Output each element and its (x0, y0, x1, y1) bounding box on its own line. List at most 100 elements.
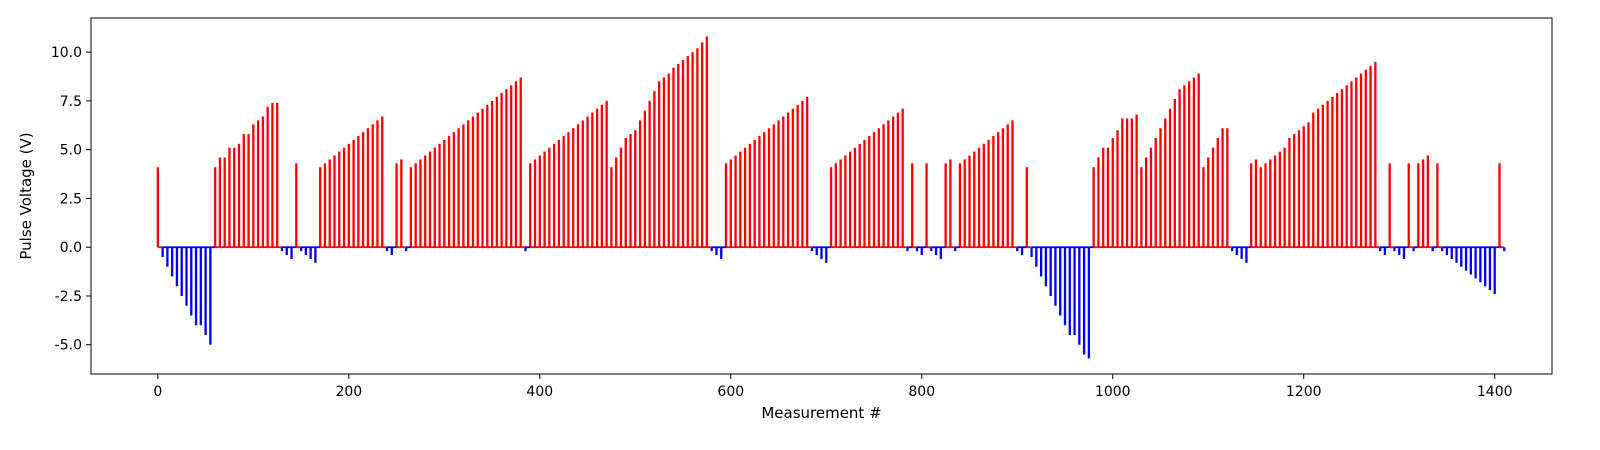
bar (1493, 247, 1496, 295)
bar (567, 132, 570, 248)
bar (930, 247, 933, 252)
bar (1288, 137, 1291, 248)
bar (1498, 163, 1501, 248)
bar (576, 124, 580, 248)
bar (280, 247, 284, 252)
bar (438, 143, 441, 248)
bar (1140, 167, 1143, 248)
bar (891, 116, 895, 248)
bar (963, 159, 966, 248)
bar (786, 112, 790, 248)
bar (662, 77, 666, 248)
bar (1378, 247, 1382, 252)
bar (1235, 247, 1239, 256)
bar (1326, 100, 1329, 248)
bar (543, 151, 546, 248)
bar (977, 147, 981, 248)
bar (605, 100, 608, 248)
bar (548, 147, 551, 248)
bar (519, 77, 522, 248)
bar (1283, 147, 1286, 248)
bar (653, 91, 656, 248)
bar (1364, 69, 1367, 248)
bar (1421, 159, 1425, 248)
bar (1307, 122, 1310, 248)
bar (524, 247, 527, 252)
bar (1464, 247, 1468, 271)
bar (385, 247, 389, 252)
bar (242, 134, 245, 248)
x-tick-label: 1400 (1477, 384, 1513, 400)
bar (1374, 61, 1377, 248)
bar (1216, 137, 1219, 248)
bar (338, 151, 341, 248)
bar (1488, 247, 1492, 291)
bar (806, 97, 809, 248)
bar (734, 155, 737, 248)
bar (954, 247, 957, 252)
bar (849, 151, 852, 248)
bar (347, 143, 350, 248)
bar (1020, 247, 1024, 256)
bar (1321, 104, 1324, 248)
bar (1039, 247, 1043, 277)
bar (791, 108, 794, 248)
bar (1116, 130, 1119, 248)
bar (619, 147, 623, 248)
bar (290, 247, 293, 259)
bar (562, 136, 565, 248)
bar (634, 130, 637, 248)
bar (319, 167, 322, 248)
bar (696, 48, 699, 248)
bar (1125, 118, 1129, 248)
bar (1250, 163, 1253, 248)
bar (228, 147, 231, 248)
bar (1030, 247, 1033, 257)
bar (672, 67, 675, 248)
bar (724, 163, 728, 248)
bar (495, 97, 498, 248)
bar (572, 128, 575, 248)
bar (1273, 155, 1277, 248)
bar (729, 159, 732, 248)
bar (481, 108, 484, 248)
bar (1078, 247, 1081, 345)
bar (1312, 112, 1315, 248)
y-axis: -5.0 -2.5 0.0 2.5 5.0 7.5 10.0 (51, 45, 91, 354)
bar (1293, 134, 1296, 248)
bar (853, 147, 857, 248)
bar (1254, 159, 1258, 248)
y-tick-label: 5.0 (60, 143, 82, 159)
bar (1474, 247, 1477, 279)
bar (1068, 247, 1071, 335)
bar (1450, 247, 1453, 259)
plot-frame (90, 17, 1553, 375)
bar (1369, 65, 1372, 248)
bar (1278, 151, 1281, 248)
bar (557, 139, 561, 248)
bar (538, 155, 541, 248)
bar (681, 59, 685, 248)
bar (1259, 167, 1262, 248)
bar (758, 136, 761, 248)
bar (624, 137, 627, 248)
bar (404, 247, 408, 252)
bar (911, 163, 914, 248)
bar (362, 132, 365, 248)
bar (896, 112, 900, 248)
bar (1054, 247, 1057, 306)
bar (1192, 77, 1196, 248)
bar (1359, 73, 1363, 248)
bar (452, 132, 456, 248)
bar (667, 73, 670, 248)
bar (591, 112, 594, 248)
bar (476, 112, 479, 248)
bar (958, 163, 962, 248)
bar (180, 247, 183, 296)
bar (529, 163, 532, 248)
bar (901, 108, 904, 248)
bar (1221, 128, 1224, 248)
bar (858, 143, 861, 248)
x-tick-label: 1000 (1095, 384, 1131, 400)
